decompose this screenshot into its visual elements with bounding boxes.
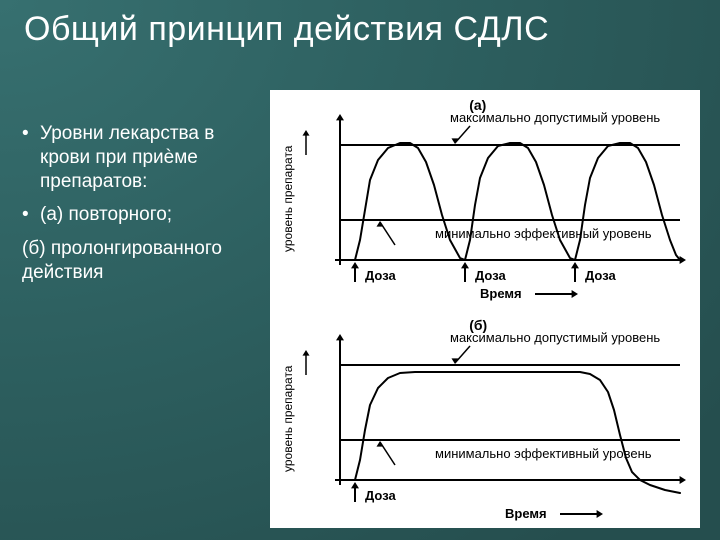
slide-title: Общий принцип действия СДЛС bbox=[24, 10, 696, 49]
bullet-dot: • bbox=[22, 203, 40, 227]
svg-text:минимально эффективный уровень: минимально эффективный уровень bbox=[435, 226, 652, 241]
figure-b: (б)максимально допустимый уровеньминимал… bbox=[270, 310, 700, 528]
svg-text:Доза: Доза bbox=[365, 268, 396, 283]
svg-text:Доза: Доза bbox=[585, 268, 616, 283]
svg-text:максимально допустимый уровень: максимально допустимый уровень bbox=[450, 330, 660, 345]
body-text: • Уровни лекарства в крови при приѐме пр… bbox=[22, 122, 262, 295]
bullet-text: (а) повторного; bbox=[40, 203, 172, 227]
svg-text:Время: Время bbox=[505, 506, 547, 521]
bullet-item: • Уровни лекарства в крови при приѐме пр… bbox=[22, 122, 262, 193]
chart-b-svg: (б)максимально допустимый уровеньминимал… bbox=[270, 310, 700, 528]
svg-text:уровень препарата: уровень препарата bbox=[281, 145, 295, 252]
chart-a-svg: (а)максимально допустимый уровеньминимал… bbox=[270, 90, 700, 310]
bullet-text: Уровни лекарства в крови при приѐме преп… bbox=[40, 122, 262, 193]
figure-a: (а)максимально допустимый уровеньминимал… bbox=[270, 90, 700, 310]
bullet-item: • (а) повторного; bbox=[22, 203, 262, 227]
bullet-dot: • bbox=[22, 122, 40, 193]
svg-text:уровень препарата: уровень препарата bbox=[281, 365, 295, 472]
svg-text:Доза: Доза bbox=[365, 488, 396, 503]
body-line: (б) пролонгированного действия bbox=[22, 237, 262, 285]
svg-text:Доза: Доза bbox=[475, 268, 506, 283]
svg-text:Время: Время bbox=[480, 286, 522, 301]
svg-text:минимально эффективный уровень: минимально эффективный уровень bbox=[435, 446, 652, 461]
slide: Общий принцип действия СДЛС • Уровни лек… bbox=[0, 0, 720, 540]
svg-text:максимально допустимый уровень: максимально допустимый уровень bbox=[450, 110, 660, 125]
